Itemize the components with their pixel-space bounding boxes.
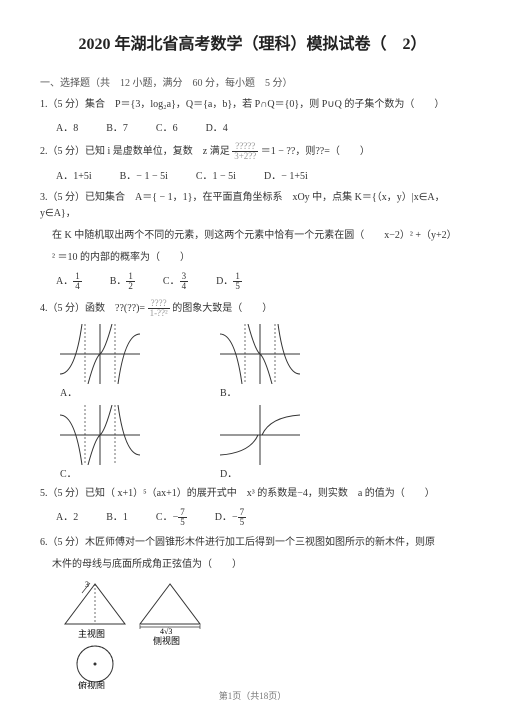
q4-graph-b (220, 324, 300, 384)
q1-stem: 1.（5 分）集合 P＝{3，log₂a}，Q＝{a，b}，若 P∩Q＝{0}，… (40, 97, 465, 113)
q6-dim-side: 4√3 (160, 627, 172, 636)
q3-opt-b: B．12 (110, 272, 135, 291)
q4-graph-c (60, 405, 140, 465)
q3-d-d: 5 (233, 282, 242, 291)
q5-opt-d: D．−75 (215, 508, 246, 527)
q4-stem: 4.（5 分）函数 ??(??)= ???? 1-??² 的图象大致是（ ） (40, 299, 465, 318)
q5-c-pre: C．− (156, 512, 178, 523)
q4-label-c: C． (60, 469, 77, 480)
q5-d-d: 5 (238, 518, 247, 527)
q3-line2: 在 K 中随机取出两个不同的元素，则这两个元素中恰有一个元素在圆（ x−2）² … (52, 228, 465, 244)
q6-label-main: 主视图 (78, 628, 105, 639)
q3-opt-d: D．15 (216, 272, 242, 291)
q4-stem-before: 4.（5 分）函数 ??(??)= (40, 303, 145, 314)
q1-opt-d: D．4 (206, 119, 228, 134)
q4-frac: ???? 1-??² (148, 299, 170, 318)
q5-options: A．2 B．1 C．−75 D．−75 (56, 508, 465, 527)
q6-label-side: 侧视图 (153, 635, 180, 646)
q2-opt-c: C．1 − 5i (196, 167, 236, 182)
page-title: 2020 年湖北省高考数学（理科）模拟试卷（ 2） (40, 30, 465, 54)
q6-views: 3 主视图 4√3 侧视图 俯视图 (60, 579, 465, 692)
q3-d-pre: D． (216, 276, 233, 287)
q3-options: A．14 B．12 C．34 D．15 (56, 272, 465, 291)
q4-graphs-row2: C． D． (60, 405, 465, 480)
q3-line3: ² ＝10 的内部的概率为（ ） (52, 250, 465, 266)
q3-b-d: 2 (126, 282, 135, 291)
q5-c-d: 5 (178, 518, 187, 527)
q2-opt-b: B．− 1 − 5i (120, 167, 168, 182)
q5-opt-a: A．2 (56, 508, 78, 527)
q4-graph-d (220, 405, 300, 465)
q6-views-svg: 3 主视图 4√3 侧视图 俯视图 (60, 579, 210, 689)
q3-a-pre: A． (56, 276, 73, 287)
q3-b-pre: B． (110, 276, 127, 287)
q2-stem-after: ＝1 − ??，则??=（ ） (261, 146, 370, 157)
q2-stem: 2.（5 分）已知 i 是虚数单位，复数 z 满足 ????? 3+2?? ＝1… (40, 142, 465, 161)
q3-opt-c: C．34 (163, 272, 188, 291)
q1-opt-b: B．7 (106, 119, 128, 134)
q3-c-d: 4 (180, 282, 189, 291)
q3-line1: 3.（5 分）已知集合 A＝{ − 1，1}，在平面直角坐标系 xOy 中，点集… (40, 190, 465, 222)
q5-d-pre: D．− (215, 512, 238, 523)
q4-label-b: B． (220, 388, 237, 399)
q2-options: A．1+5i B．− 1 − 5i C．1 − 5i D．− 1+5i (56, 167, 465, 182)
q4-label-a: A． (60, 388, 77, 399)
q1-opt-c: C．6 (156, 119, 178, 134)
q3-opt-a: A．14 (56, 272, 82, 291)
q2-frac-den: 3+2?? (232, 152, 258, 161)
q2-stem-before: 2.（5 分）已知 i 是虚数单位，复数 z 满足 (40, 146, 230, 157)
q3-a-d: 4 (73, 282, 82, 291)
q1-options: A．8 B．7 C．6 D．4 (56, 119, 465, 134)
q2-opt-d: D．− 1+5i (264, 167, 308, 182)
q5-opt-c: C．−75 (156, 508, 187, 527)
q4-graphs-row1: A． B． (60, 324, 465, 399)
q6-line2: 木件的母线与底面所成角正弦值为（ ） (52, 557, 465, 573)
q4-label-d: D． (220, 469, 237, 480)
section-heading: 一、选择题（共 12 小题，满分 60 分，每小题 5 分） (40, 74, 465, 89)
q6-line1: 6.（5 分）木匠师傅对一个圆锥形木件进行加工后得到一个三视图如图所示的新木件，… (40, 535, 465, 551)
page-footer: 第1页（共18页） (0, 689, 505, 702)
q3-c-pre: C． (163, 276, 180, 287)
q2-opt-a: A．1+5i (56, 167, 92, 182)
q1-opt-a: A．8 (56, 119, 78, 134)
q5-opt-b: B．1 (106, 508, 128, 527)
q2-frac: ????? 3+2?? (232, 142, 258, 161)
q4-frac-d: 1-??² (148, 309, 170, 318)
q4-stem-after: 的图象大致是（ ） (172, 303, 272, 314)
q5-stem: 5.（5 分）已知（ x+1）⁵（ax+1）的展开式中 x³ 的系数是−4，则实… (40, 486, 465, 502)
q4-graph-a (60, 324, 140, 384)
